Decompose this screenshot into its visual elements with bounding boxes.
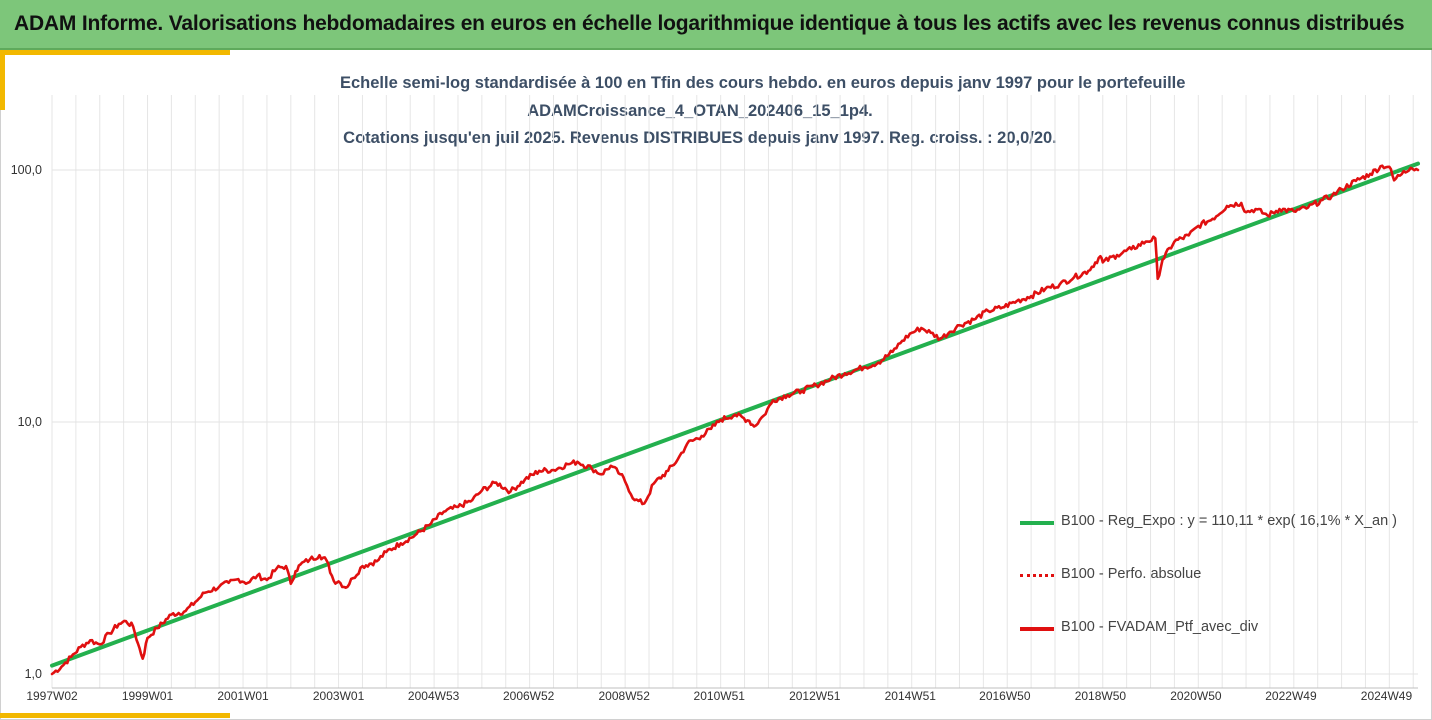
legend-label-perfo-absolue: B100 - Perfo. absolue: [1061, 566, 1202, 582]
x-tick-label: 2024W49: [1361, 689, 1413, 703]
x-tick-label: 2018W50: [1075, 689, 1127, 703]
series-layer: [50, 161, 1420, 676]
chart-title-line-2: ADAMCroissance_4_OTAN_202406_15_1p4.: [527, 101, 873, 120]
legend-label-portfolio: B100 - FVADAM_Ptf_avec_div: [1061, 619, 1259, 635]
x-tick-label: 2014W51: [885, 689, 937, 703]
x-tick-label: 2020W50: [1170, 689, 1222, 703]
report-title: ADAM Informe. Valorisations hebdomadaire…: [14, 12, 1405, 35]
portfolio-line: [50, 164, 1420, 676]
chart-title: Echelle semi-log standardisée à 100 en T…: [340, 70, 1186, 153]
accent-bar-top: [0, 50, 230, 55]
chart-title-line-1: Echelle semi-log standardisée à 100 en T…: [340, 74, 1186, 92]
x-tick-label: 2003W01: [313, 689, 365, 703]
y-tick-label: 10,0: [18, 415, 42, 429]
x-tick-label: 2010W51: [694, 689, 746, 703]
x-tick-label: 2001W01: [217, 689, 269, 703]
x-tick-label: 1997W02: [26, 689, 78, 703]
x-tick-label: 2008W52: [599, 689, 651, 703]
accent-bar-left: [0, 50, 5, 110]
legend-swatch-portfolio: [1020, 627, 1054, 631]
legend-swatch-perfo-absolue: [1020, 574, 1054, 577]
accent-bar-bottom: [0, 713, 230, 718]
x-tick-label: 2022W49: [1265, 689, 1317, 703]
gridlines: [51, 95, 1418, 688]
chart-title-line-3: Cotations jusqu'en juil 2025. Revenus DI…: [343, 129, 1057, 147]
legend-swatch-regression: [1020, 521, 1054, 525]
x-tick-label: 2006W52: [503, 689, 555, 703]
legend-label-regression: B100 - Reg_Expo : y = 110,11 * exp( 16,1…: [1061, 513, 1397, 529]
x-tick-label: 1999W01: [122, 689, 174, 703]
x-tick-label: 2012W51: [789, 689, 841, 703]
report-header: ADAM Informe. Valorisations hebdomadaire…: [0, 0, 1432, 50]
x-tick-label: 2016W50: [979, 689, 1031, 703]
y-tick-label: 100,0: [11, 163, 42, 177]
x-tick-label: 2004W53: [408, 689, 460, 703]
y-tick-label: 1,0: [25, 667, 42, 681]
axes: 1,0 10,0 100,0 1997W02 1999W01 2001W01 2003W01…: [11, 163, 1418, 703]
